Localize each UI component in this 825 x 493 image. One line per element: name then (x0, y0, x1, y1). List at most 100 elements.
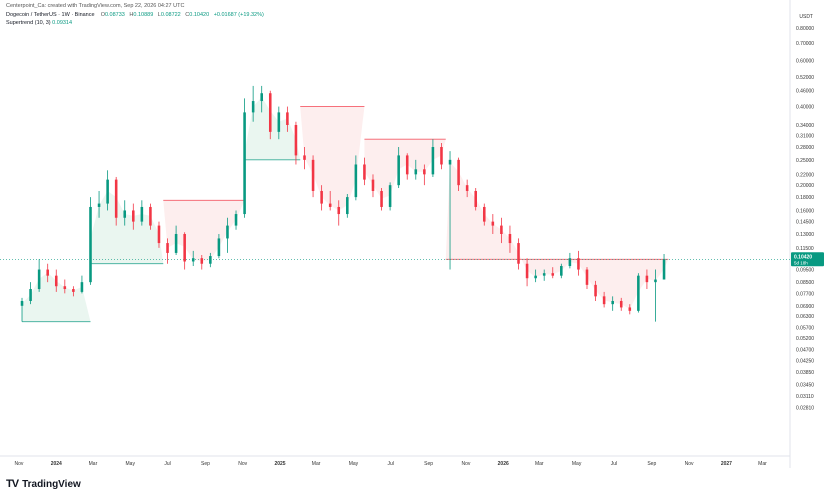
supertrend-up-fill (90, 190, 164, 264)
y-tick-label: 0.07700 (796, 291, 814, 297)
low-label: L (157, 12, 161, 18)
supertrend-value: 0.09314 (52, 20, 73, 26)
y-tick-label: 0.06900 (796, 304, 814, 310)
x-tick-label: 2024 (51, 461, 62, 467)
candle-body (542, 273, 546, 276)
y-tick-label: 0.13000 (796, 232, 814, 238)
price-tag-value: 0.10420 (794, 254, 812, 260)
candle-body (500, 225, 503, 234)
y-tick-label: 0.28000 (796, 145, 814, 151)
candle-body (568, 258, 572, 267)
symbol-legend: Dogecoin / TetherUS · 1W · Binance O 0.08… (6, 12, 264, 18)
candle-body (491, 221, 495, 226)
x-tick-label: Mar (535, 461, 544, 467)
attribution-text: Centerpoint_Ca: created with TradingView… (6, 3, 185, 9)
y-tick-label: 0.40000 (796, 105, 814, 111)
candle-body (405, 155, 409, 175)
high-value: 0.10889 (133, 12, 154, 18)
x-tick-label: May (126, 461, 136, 467)
candle-body (431, 147, 435, 175)
candle-body (414, 169, 418, 175)
symbol-name: Dogecoin / TetherUS · 1W · Binance (6, 12, 95, 18)
candle-body (594, 284, 597, 297)
tradingview-wordmark: TradingView (22, 478, 81, 490)
candle-body (20, 300, 24, 306)
y-tick-label: 0.16000 (796, 208, 814, 214)
x-tick-label: Sep (647, 461, 656, 467)
candle-body (320, 190, 323, 204)
candle-body (80, 282, 84, 292)
candle-body (260, 93, 263, 102)
candle-body (474, 190, 477, 207)
candle-body (251, 101, 255, 113)
candle-body (46, 269, 49, 276)
supertrend-down-fill (364, 139, 446, 199)
candle-body (132, 210, 135, 222)
candle-body (577, 258, 580, 270)
supertrend-legend: Supertrend (10, 3) 0.09314 (6, 20, 72, 26)
candle-body (114, 179, 118, 218)
candle-body (525, 263, 529, 279)
supertrend-down-fill (300, 106, 365, 211)
candle-body (243, 112, 246, 215)
close-label: C (185, 12, 190, 18)
candle-body (645, 275, 649, 283)
price-tag-countdown: 5d 18h (794, 260, 808, 265)
candle-body (654, 279, 657, 283)
x-tick-label: Nov (685, 461, 694, 467)
candle-body (328, 203, 332, 207)
candle-body (97, 203, 101, 207)
x-tick-label: Mar (758, 461, 767, 467)
y-tick-label: 0.03850 (796, 370, 814, 376)
supertrend-up-fill (244, 97, 301, 160)
x-tick-label: Mar (312, 461, 321, 467)
candle-body (209, 256, 212, 264)
candle-body (662, 259, 666, 280)
candle-body (388, 185, 392, 207)
candle-body (371, 179, 375, 191)
close-value: 0.10420 (189, 12, 210, 18)
low-value: 0.08722 (160, 12, 181, 18)
candle-body (200, 258, 204, 264)
candle-body (560, 266, 563, 276)
y-tick-label: 0.20000 (796, 183, 814, 189)
candle-body (123, 210, 127, 218)
y-tick-label: 0.04700 (796, 347, 814, 353)
y-tick-label: 0.46000 (796, 89, 814, 95)
candle-body (72, 289, 75, 292)
candle-body (534, 275, 537, 279)
supertrend-label: Supertrend (10, 3) (6, 20, 51, 26)
x-tick-label: Jul (388, 461, 394, 467)
candle-body (277, 112, 281, 132)
candle-body (106, 179, 109, 204)
y-tick-label: 0.06300 (796, 314, 814, 320)
y-tick-label: 0.18000 (796, 195, 814, 201)
candle-body (551, 273, 555, 276)
tradingview-brand[interactable]: TV TradingView (6, 478, 81, 490)
currency-label: USDT (799, 14, 813, 20)
candle-body (482, 206, 486, 222)
candle-body (303, 155, 306, 160)
candle-body (149, 206, 152, 226)
candle-body (508, 233, 512, 244)
open-label: O (100, 12, 105, 18)
candle-body (63, 286, 67, 290)
candle-body (166, 243, 169, 253)
candle-body (465, 185, 469, 191)
candle-body (191, 258, 195, 262)
x-tick-label: Nov (15, 461, 24, 467)
y-tick-label: 0.34000 (796, 123, 814, 129)
x-tick-label: Mar (89, 461, 98, 467)
candle-body (354, 164, 358, 198)
y-tick-label: 0.52000 (796, 75, 814, 81)
candle-body (157, 225, 161, 244)
candle-body (54, 275, 58, 287)
x-tick-label: Nov (461, 461, 470, 467)
x-tick-label: 2025 (274, 461, 285, 467)
y-tick-label: 0.08500 (796, 280, 814, 286)
x-tick-label: May (349, 461, 359, 467)
change-value: +0.01687 (+19.32%) (213, 12, 264, 18)
candle-body (346, 197, 349, 215)
